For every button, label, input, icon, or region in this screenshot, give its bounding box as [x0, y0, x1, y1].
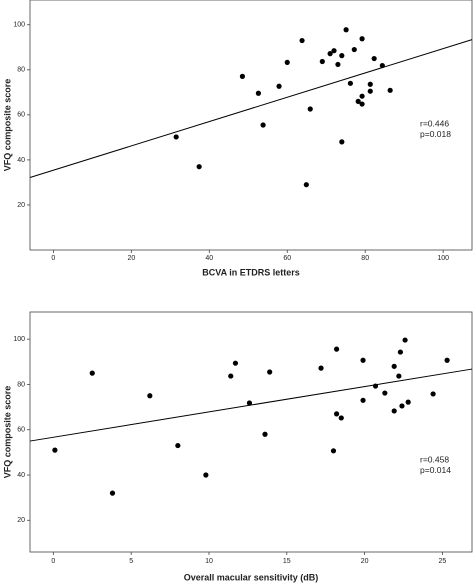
x-tick-label: 40 [205, 255, 213, 262]
x-axis-title: Overall macular sensitivity (dB) [184, 572, 319, 582]
data-point [399, 403, 405, 409]
data-point [379, 62, 385, 69]
data-point [89, 370, 95, 376]
data-point [327, 51, 333, 57]
data-point [262, 431, 268, 437]
data-point [347, 80, 353, 86]
data-point [371, 55, 377, 62]
data-point [319, 58, 325, 65]
data-point [173, 134, 179, 140]
y-tick-label: 80 [17, 381, 25, 388]
data-point [360, 357, 366, 363]
data-point [359, 101, 365, 107]
x-tick-label: 0 [51, 558, 55, 565]
data-point [391, 363, 397, 369]
data-point [387, 87, 393, 93]
y-tick-label: 100 [13, 336, 25, 343]
x-tick-label: 60 [283, 255, 291, 262]
data-point [382, 390, 388, 396]
regression-line [29, 39, 473, 178]
data-point [339, 53, 345, 59]
y-axis-title: VFQ composite score [2, 79, 12, 172]
annotation: p=0.014 [420, 465, 451, 475]
data-point [303, 182, 309, 188]
data-point [343, 27, 349, 33]
data-point [232, 360, 239, 366]
data-point [351, 46, 357, 53]
data-point [359, 93, 365, 99]
y-tick-label: 20 [17, 202, 25, 209]
y-tick-label: 60 [17, 112, 25, 119]
x-axis-title: BCVA in ETDRS letters [202, 267, 300, 277]
x-tick-label: 15 [283, 558, 291, 565]
data-point [299, 37, 305, 44]
data-point [333, 346, 340, 352]
data-point [333, 411, 340, 417]
data-point [276, 83, 282, 89]
data-point [196, 164, 202, 170]
data-point [203, 472, 209, 478]
data-point [109, 490, 116, 496]
plot-frame [29, 0, 473, 251]
data-point [359, 36, 365, 42]
x-tick-label: 25 [439, 558, 447, 565]
data-point [331, 48, 337, 54]
data-point [284, 59, 290, 65]
data-point [147, 393, 153, 399]
x-tick-label: 20 [127, 255, 135, 262]
data-point [430, 391, 436, 397]
data-point [367, 88, 373, 94]
data-point [397, 349, 404, 355]
x-tick-label: 100 [437, 255, 449, 262]
data-point [260, 122, 266, 128]
data-point [228, 373, 234, 379]
data-point [307, 106, 313, 112]
data-point [396, 373, 402, 379]
data-point [175, 442, 181, 449]
data-point [402, 337, 408, 343]
y-tick-label: 100 [13, 22, 25, 29]
x-tick-label: 20 [361, 558, 369, 565]
data-point [338, 415, 344, 421]
plot-frame [29, 311, 473, 553]
y-tick-label: 20 [17, 517, 25, 524]
data-point [318, 365, 324, 371]
data-point [339, 139, 345, 145]
y-tick-label: 40 [17, 472, 25, 479]
data-point [246, 400, 253, 406]
y-tick-label: 80 [17, 67, 25, 74]
data-point [335, 61, 341, 68]
data-point [355, 98, 361, 104]
y-tick-label: 40 [17, 157, 25, 164]
x-tick-label: 0 [51, 255, 55, 262]
data-point [360, 397, 366, 403]
annotation: p=0.018 [420, 129, 451, 139]
x-tick-label: 80 [361, 255, 369, 262]
annotation: r=0.446 [420, 118, 449, 128]
x-tick-label: 10 [205, 558, 213, 565]
data-point [330, 448, 337, 454]
y-axis-title: VFQ composite score [2, 386, 12, 479]
data-point [367, 81, 373, 87]
data-point [239, 73, 246, 79]
data-point [444, 357, 450, 363]
x-tick-label: 5 [129, 558, 133, 565]
data-point [52, 447, 58, 453]
annotation: r=0.458 [420, 454, 449, 464]
data-point [267, 369, 273, 375]
data-point [255, 90, 262, 96]
y-tick-label: 60 [17, 427, 25, 434]
data-point [405, 399, 411, 405]
data-point [372, 383, 379, 389]
data-point [391, 408, 397, 414]
